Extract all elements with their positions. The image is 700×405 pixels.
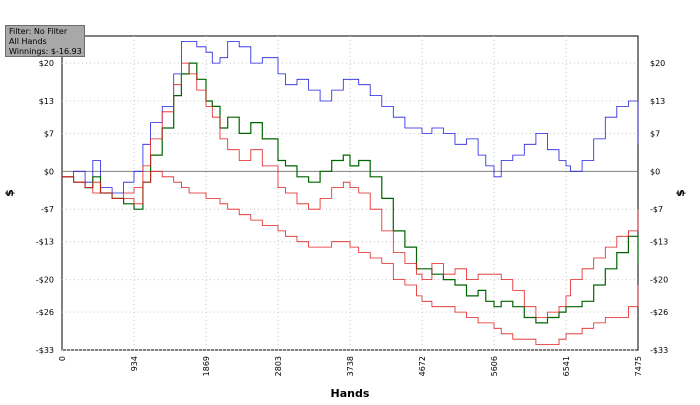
filter-label: Filter: No Filter: [9, 27, 68, 36]
y-tick-label-left: -$13: [36, 238, 54, 247]
x-tick-label: 5606: [490, 356, 499, 376]
series-line-0-blue: [62, 41, 639, 194]
y-tick-label-left: -$33: [36, 346, 54, 355]
x-tick-label: 4672: [418, 356, 427, 376]
y-tick-labels-left: $20 $13 $7 $0 -$7 -$13 -$20 -$26 -$33: [36, 59, 54, 355]
x-tick-label: 0: [58, 356, 67, 361]
y-axis-title-right: $: [674, 189, 687, 197]
filter-info-box: Filter: No Filter All Hands Winnings: $-…: [5, 25, 85, 57]
x-tick-label: 2803: [274, 356, 283, 376]
hands-label: All Hands: [9, 37, 47, 46]
y-tick-label-left: -$7: [41, 205, 54, 214]
y-tick-label-right: -$20: [650, 276, 668, 285]
x-tick-label: 934: [130, 356, 139, 371]
y-tick-label-right: -$13: [650, 238, 668, 247]
x-axis-title: Hands: [331, 387, 370, 400]
y-tick-label-right: $20: [650, 59, 665, 68]
y-tick-label-right: -$26: [650, 308, 668, 317]
y-tick-label-right: $0: [650, 167, 660, 176]
y-tick-label-right: $13: [650, 97, 665, 106]
y-tick-label-left: $20: [39, 59, 54, 68]
series-line-2-red: [62, 62, 639, 318]
series-lines: [62, 41, 639, 345]
y-tick-label-left: -$20: [36, 276, 54, 285]
y-tick-label-right: -$7: [650, 205, 663, 214]
y-tick-label-right: -$33: [650, 346, 668, 355]
y-axis-title-left: $: [3, 189, 16, 197]
x-tick-label: 3738: [346, 356, 355, 376]
series-line-1-green: [62, 62, 639, 324]
y-tick-label-left: $7: [44, 129, 54, 138]
y-tick-label-left: -$26: [36, 308, 54, 317]
series-line-3-red: [62, 170, 639, 345]
y-tick-label-left: $13: [39, 97, 54, 106]
x-tick-label: 1869: [202, 356, 211, 376]
x-tick-labels: 0 934 1869 2803 3738 4672 5606 6541 7475: [58, 356, 643, 376]
y-tick-labels-right: $20 $13 $7 $0 -$7 -$13 -$20 -$26 -$33: [650, 59, 668, 355]
y-tick-label-right: $7: [650, 129, 660, 138]
x-tick-label: 6541: [562, 356, 571, 376]
winnings-label: Winnings: $-16.93: [9, 47, 82, 56]
y-tick-label-left: $0: [44, 167, 54, 176]
x-tick-label: 7475: [634, 356, 643, 376]
